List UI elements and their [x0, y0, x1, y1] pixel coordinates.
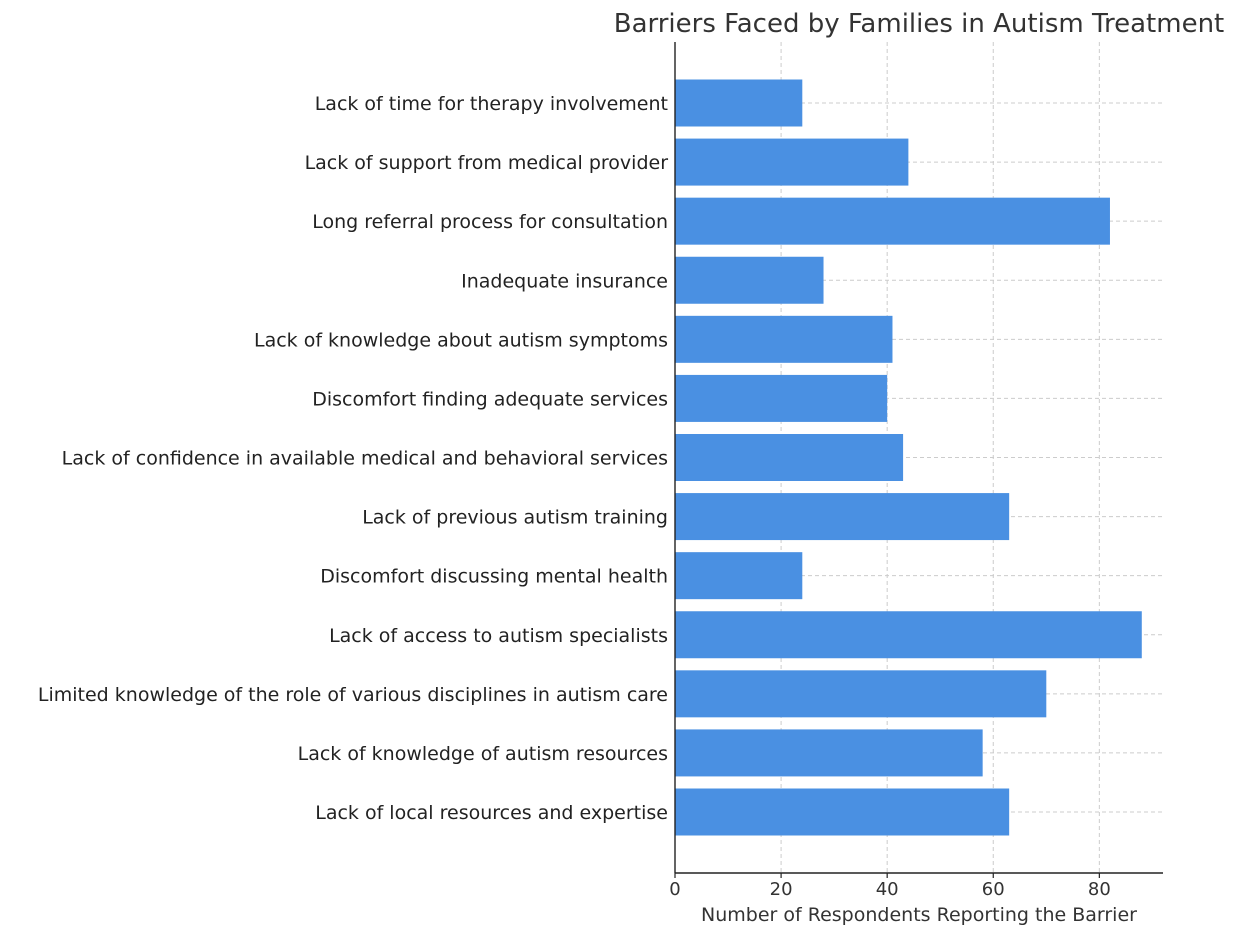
- category-label: Lack of support from medical provider: [305, 152, 669, 174]
- category-label: Lack of knowledge about autism symptoms: [254, 329, 668, 351]
- x-axis-title: Number of Respondents Reporting the Barr…: [701, 904, 1137, 926]
- chart-title: Barriers Faced by Families in Autism Tre…: [614, 9, 1225, 39]
- category-label: Limited knowledge of the role of various…: [38, 684, 668, 706]
- category-label: Discomfort discussing mental health: [320, 566, 668, 588]
- category-label: Discomfort finding adequate services: [312, 388, 668, 410]
- category-label: Lack of previous autism training: [362, 507, 668, 529]
- bar: [675, 552, 803, 600]
- category-labels: Lack of time for therapy involvement Lack…: [38, 93, 668, 824]
- x-tick-label: 80: [1088, 879, 1111, 900]
- bar: [675, 256, 824, 304]
- category-label: Lack of local resources and expertise: [315, 802, 668, 824]
- category-label: Lack of access to autism specialists: [329, 625, 668, 647]
- bar: [675, 374, 888, 422]
- bar: [675, 79, 803, 127]
- bar: [675, 434, 904, 481]
- bar: [675, 611, 1142, 659]
- category-label: Lack of time for therapy involvement: [315, 93, 668, 115]
- bar: [675, 670, 1047, 718]
- category-label: Inadequate insurance: [461, 270, 668, 292]
- x-tick-label: 0: [669, 879, 680, 900]
- category-label: Long referral process for consultation: [312, 211, 668, 233]
- bar: [675, 315, 893, 363]
- bar: [675, 493, 1010, 541]
- bar: [675, 788, 1010, 836]
- x-tick-label: 60: [982, 879, 1005, 900]
- bars: [675, 79, 1142, 836]
- x-tick-label: 40: [876, 879, 899, 900]
- axes: [674, 42, 1163, 874]
- bar: [675, 729, 983, 777]
- category-label: Lack of confidence in available medical …: [62, 448, 668, 470]
- bar: [675, 197, 1110, 245]
- bar: [675, 138, 909, 186]
- x-tick-label: 20: [770, 879, 793, 900]
- x-tick-labels: 0 20 40 60 80: [669, 873, 1111, 900]
- category-label: Lack of knowledge of autism resources: [298, 743, 668, 765]
